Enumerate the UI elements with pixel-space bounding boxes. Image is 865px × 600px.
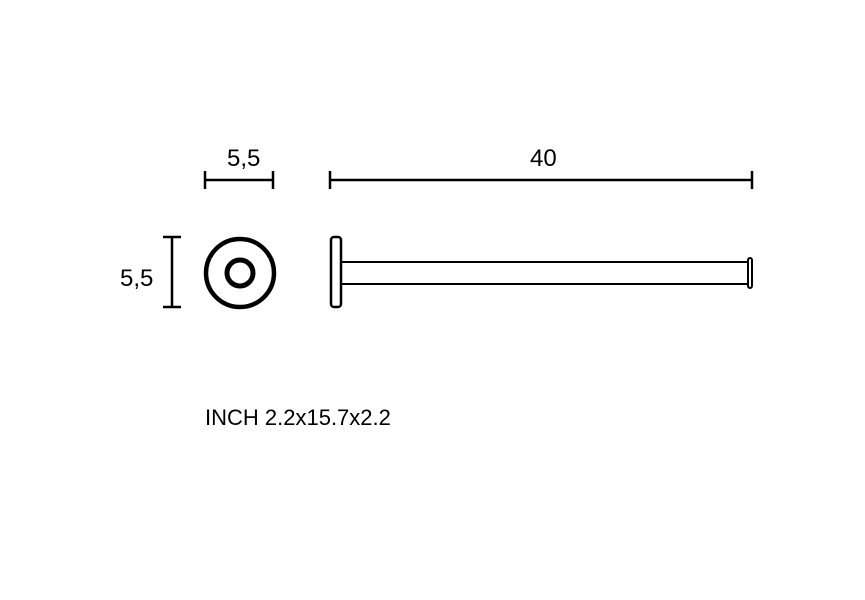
flange-inner-circle — [227, 260, 253, 286]
dim-flange-height-label: 5,5 — [120, 265, 153, 293]
rail-side-view — [0, 0, 865, 600]
technical-drawing: 5,5 40 5,5 INCH 2.2x15.7x2.2 — [0, 0, 865, 600]
dim-flange-width-line — [0, 0, 865, 600]
rail-rod — [341, 262, 748, 284]
rail-mount-plate — [331, 237, 341, 307]
dim-bar-length-label: 40 — [530, 145, 557, 173]
dim-bar-length-line — [0, 0, 865, 600]
dim-flange-width-label: 5,5 — [227, 145, 260, 173]
dim-flange-height-line — [0, 0, 865, 600]
flange-outer-circle — [206, 239, 274, 307]
inch-dimensions-note: INCH 2.2x15.7x2.2 — [205, 405, 391, 431]
rail-end-cap — [748, 258, 752, 288]
flange-front-view — [0, 0, 865, 600]
